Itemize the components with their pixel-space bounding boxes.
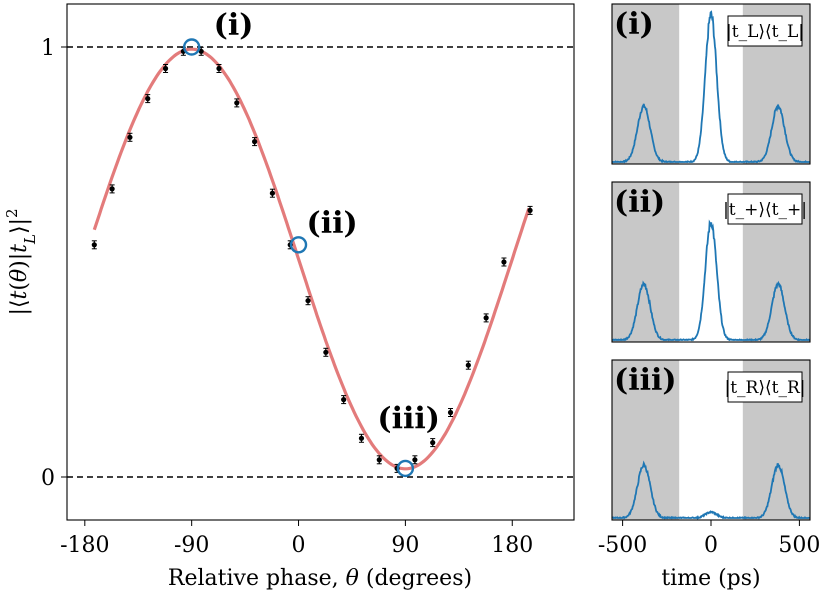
highlight-marker — [182, 38, 201, 56]
x-tick-label: 180 — [491, 533, 533, 558]
legend-box — [727, 15, 803, 47]
data-point — [91, 242, 97, 248]
panel-label: (ii) — [614, 185, 665, 220]
legend-box — [727, 371, 803, 403]
x-tick-label: -180 — [60, 533, 109, 558]
shaded-region — [612, 182, 680, 342]
shaded-region — [612, 360, 680, 520]
data-point — [127, 134, 133, 140]
data-point — [234, 100, 240, 106]
highlight-marker — [396, 459, 415, 478]
data-point — [323, 349, 329, 355]
data-point — [527, 207, 533, 213]
data-point — [269, 190, 276, 196]
panel-label: (iii) — [614, 363, 677, 398]
data-point — [412, 457, 418, 463]
data-point — [483, 315, 489, 321]
y-tick-label: 0 — [41, 466, 55, 491]
main-chart: -180 -90 0 90 180 01 Relative phase, θ (degr… — [3, 3, 575, 591]
data-point — [305, 298, 311, 304]
highlight-label: (ii) — [307, 206, 358, 241]
main-plot-frame — [66, 3, 575, 521]
time-trace-line — [612, 219, 811, 342]
main-plot-area — [67, 46, 574, 478]
data-point — [465, 362, 471, 368]
legend-label: |t_+⟩⟨t_+| — [723, 200, 807, 220]
fit-curve — [92, 47, 531, 471]
x-tick-label: 90 — [391, 533, 419, 558]
data-point — [430, 440, 436, 446]
data-point — [198, 48, 204, 54]
data-point — [109, 186, 115, 192]
time-trace-panel-1: (i) |t_L⟩⟨t_L| — [611, 3, 811, 165]
main-x-ticks: -180 -90 0 90 180 — [60, 520, 533, 558]
legend-box — [727, 193, 803, 225]
panel-label: (i) — [614, 7, 654, 42]
y-tick-label: 1 — [41, 36, 55, 61]
time-trace-line — [611, 460, 810, 520]
data-point — [145, 96, 151, 102]
inset-x-axis-label: time (ps) — [661, 566, 760, 591]
time-trace-panel-3: (iii) |t_R⟩⟨t_R| -500 0 500 time (ps) — [598, 359, 820, 591]
data-point — [447, 409, 454, 416]
data-point — [162, 65, 169, 72]
main-y-ticks: 01 — [41, 36, 67, 491]
legend-label: |t_L⟩⟨t_L| — [726, 22, 804, 42]
main-y-axis-label: |⟨t(θ)|tL⟩|2 — [3, 208, 39, 315]
highlight-label: (i) — [214, 8, 254, 43]
main-annotations: (i) (ii) (iii) — [182, 8, 440, 478]
inset-x-tick-label: 500 — [778, 533, 820, 558]
legend-label: |t_R⟩⟨t_R| — [725, 378, 806, 398]
time-trace-line — [611, 10, 810, 164]
data-point — [376, 457, 382, 463]
inset-x-tick-label: -500 — [598, 533, 647, 558]
main-x-axis-label: Relative phase, θ (degrees) — [168, 566, 472, 591]
data-point — [358, 435, 365, 441]
data-point — [341, 397, 347, 403]
highlight-label: (iii) — [377, 401, 440, 436]
shaded-region — [612, 4, 680, 164]
x-tick-label: -90 — [174, 533, 209, 558]
inset-frame — [611, 181, 811, 343]
time-trace-panels: (i) |t_L⟩⟨t_L| (ii) |t_+⟩⟨t_+| (iii) |t_R⟩⟨t_… — [598, 3, 820, 591]
time-trace-panel-2: (ii) |t_+⟩⟨t_+| — [611, 181, 811, 343]
x-tick-label: 0 — [292, 533, 306, 558]
data-point — [252, 139, 258, 145]
inset-frame — [611, 3, 811, 165]
inset-x-tick-label: 0 — [704, 533, 718, 558]
highlight-marker — [289, 236, 308, 254]
data-point — [216, 65, 222, 72]
data-point — [501, 259, 507, 265]
